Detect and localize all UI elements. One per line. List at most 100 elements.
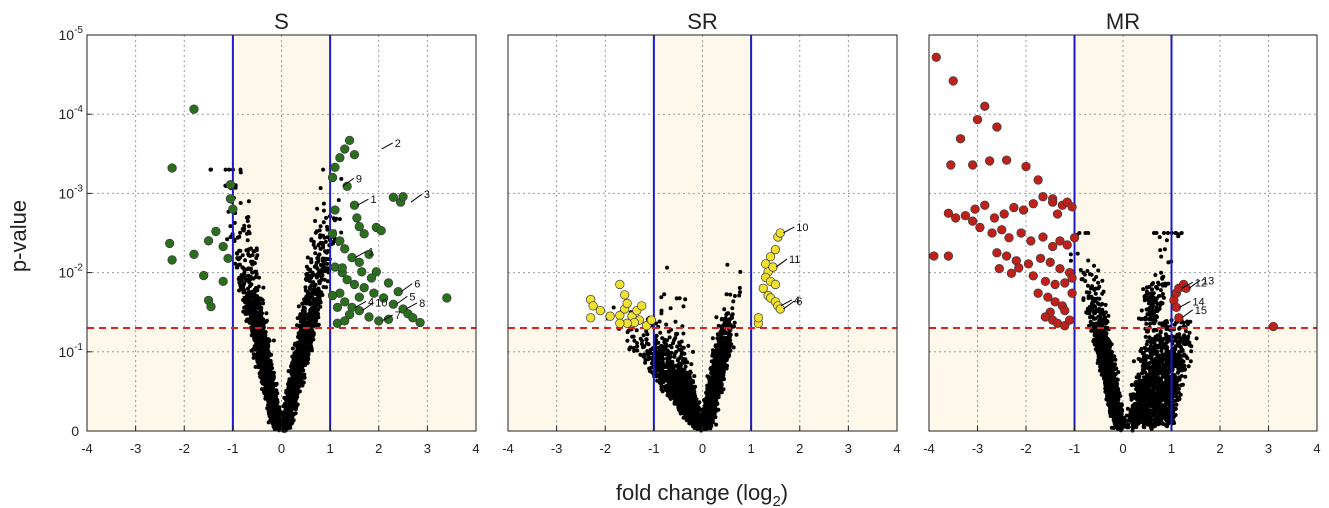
significant-point	[586, 313, 596, 323]
point-label: 2	[395, 138, 401, 150]
significant-point	[1050, 279, 1060, 290]
significant-point	[327, 172, 338, 183]
significant-point	[1055, 263, 1065, 274]
significant-point	[369, 288, 379, 298]
significant-point	[393, 287, 403, 297]
significant-point	[948, 76, 958, 86]
significant-point	[943, 251, 954, 261]
significant-point	[218, 276, 228, 287]
significant-point	[347, 252, 357, 263]
significant-point	[1069, 233, 1080, 243]
significant-point	[1043, 292, 1053, 302]
significant-point	[972, 114, 983, 125]
label-leader-line	[1181, 281, 1194, 289]
significant-points	[929, 52, 1278, 332]
point-label: 9	[356, 173, 362, 185]
point-label: 5	[409, 291, 415, 303]
significant-point	[968, 216, 978, 226]
x-tick-label: -3	[130, 441, 142, 456]
significant-point	[1174, 313, 1184, 323]
significant-point	[775, 228, 785, 238]
significant-point	[1040, 276, 1051, 287]
significant-point	[337, 263, 347, 273]
significant-point	[1035, 253, 1046, 264]
significant-point	[359, 229, 369, 239]
significant-point	[335, 153, 345, 163]
significant-point	[931, 52, 941, 62]
label-leader-line	[381, 142, 393, 150]
significant-point	[354, 305, 364, 316]
significant-point	[352, 213, 362, 223]
significant-point	[354, 257, 364, 267]
significant-point	[955, 134, 966, 144]
significant-point	[388, 192, 398, 202]
x-tick-label: -3	[972, 441, 984, 456]
point-label: 12	[1195, 277, 1207, 289]
significant-point	[992, 248, 1002, 258]
significant-point	[1067, 288, 1077, 298]
significant-point	[223, 253, 233, 264]
y-axis-label: p-value	[6, 200, 31, 272]
significant-point	[364, 249, 374, 260]
significant-point	[1033, 175, 1043, 185]
significant-point	[615, 318, 625, 328]
significant-point	[1048, 197, 1058, 207]
significant-point	[189, 104, 199, 114]
significant-point	[398, 192, 408, 202]
label-leader-line	[400, 283, 413, 293]
significant-point	[167, 163, 177, 173]
significant-point	[997, 225, 1007, 235]
significant-point	[327, 229, 338, 239]
label-leader-line	[780, 299, 793, 307]
significant-point	[1023, 259, 1034, 269]
significant-point	[765, 252, 776, 262]
significant-point	[330, 205, 340, 215]
significant-point	[408, 313, 418, 323]
y-tick-label: 0	[71, 423, 79, 439]
significant-point	[1001, 155, 1012, 165]
point-label: 4	[368, 296, 374, 308]
y-tick-label: 10-4	[59, 104, 84, 122]
significant-point	[225, 180, 236, 190]
significant-point	[1050, 297, 1060, 307]
point-label: 4	[794, 295, 800, 307]
significant-point	[984, 156, 995, 166]
significant-point	[371, 267, 381, 277]
y-tick-label: 10-2	[59, 263, 84, 281]
x-tick-label: 4	[472, 441, 479, 456]
label-leader-line	[1181, 309, 1194, 319]
panel-title: S	[274, 9, 289, 34]
significant-point	[989, 213, 1000, 223]
significant-point	[1181, 283, 1191, 293]
significant-point	[968, 160, 978, 170]
significant-point	[167, 255, 177, 265]
significant-point	[225, 194, 236, 204]
significant-point	[994, 263, 1004, 274]
significant-point	[1038, 232, 1048, 242]
significant-point	[340, 316, 350, 326]
significant-point	[775, 304, 785, 314]
point-label: 1	[370, 194, 376, 206]
x-tick-label: -4	[502, 441, 514, 456]
significant-point	[951, 213, 961, 223]
label-leader-line	[381, 314, 393, 322]
label-leader-line	[405, 302, 418, 310]
significant-point	[415, 317, 425, 328]
significant-point	[975, 222, 985, 233]
significant-point	[770, 244, 781, 255]
significant-point	[349, 149, 360, 160]
significant-point	[1004, 233, 1014, 243]
significant-point	[340, 297, 350, 307]
significant-point	[378, 293, 389, 303]
significant-point	[588, 301, 598, 311]
significant-point	[165, 238, 175, 249]
nonsignificant-points	[208, 167, 344, 433]
significant-point	[992, 122, 1002, 132]
significant-point	[344, 309, 355, 320]
significant-point	[1026, 236, 1036, 246]
significant-point	[1060, 305, 1070, 316]
significant-point	[980, 101, 990, 111]
significant-point	[332, 302, 343, 313]
x-tick-label: -1	[227, 441, 239, 456]
